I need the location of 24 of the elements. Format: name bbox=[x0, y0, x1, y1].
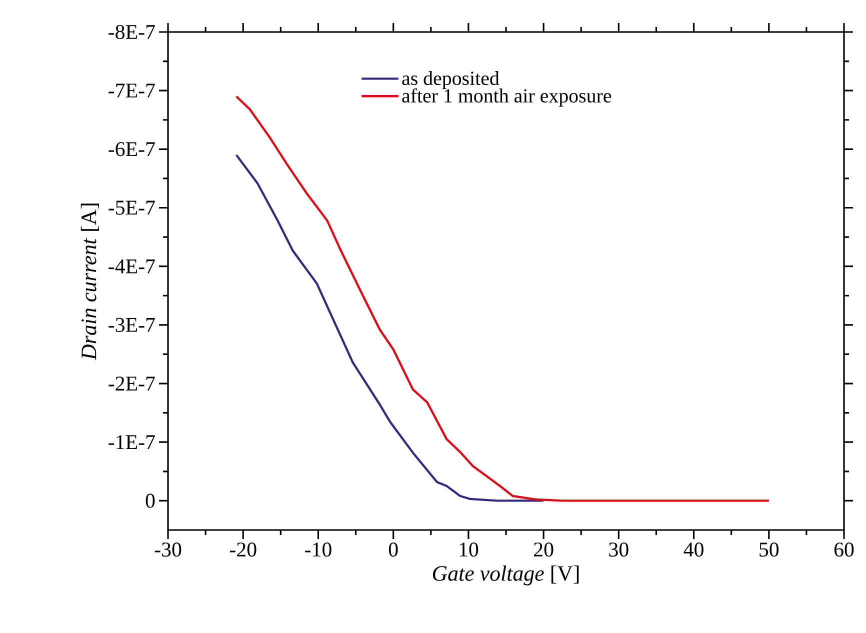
x-tick-label: 50 bbox=[760, 542, 779, 557]
x-tick-label: 20 bbox=[534, 542, 554, 557]
line-series bbox=[235, 154, 545, 502]
x-axis-title: Gate voltage [V] bbox=[432, 565, 579, 586]
y-tick-label: -3E-7 bbox=[108, 318, 155, 332]
y-axis-title: Drain current [A] bbox=[80, 204, 100, 360]
y-tick-label: -2E-7 bbox=[108, 376, 155, 390]
x-tick-label: 0 bbox=[388, 542, 398, 557]
x-tick-label: 10 bbox=[460, 542, 478, 557]
x-tick-label: 40 bbox=[684, 542, 704, 557]
x-tick-label: 30 bbox=[609, 542, 628, 557]
y-tick-label: -4E-7 bbox=[108, 259, 155, 274]
y-tick-label: -8E-7 bbox=[108, 24, 155, 40]
y-tick-label: -1E-7 bbox=[108, 435, 155, 450]
y-tick-label: -6E-7 bbox=[108, 142, 155, 156]
y-tick-label: 0 bbox=[146, 494, 155, 508]
x-tick-label: -10 bbox=[305, 542, 332, 557]
legend-label: as deposited bbox=[402, 71, 500, 90]
x-tick-label: -20 bbox=[230, 542, 256, 557]
x-tick-label: -30 bbox=[154, 542, 182, 557]
legend-label: after 1 month air exposure bbox=[402, 88, 612, 107]
y-tick-label: -7E-7 bbox=[108, 84, 155, 98]
y-tick-label: -5E-7 bbox=[108, 200, 155, 215]
x-tick-label: 60 bbox=[834, 542, 854, 557]
